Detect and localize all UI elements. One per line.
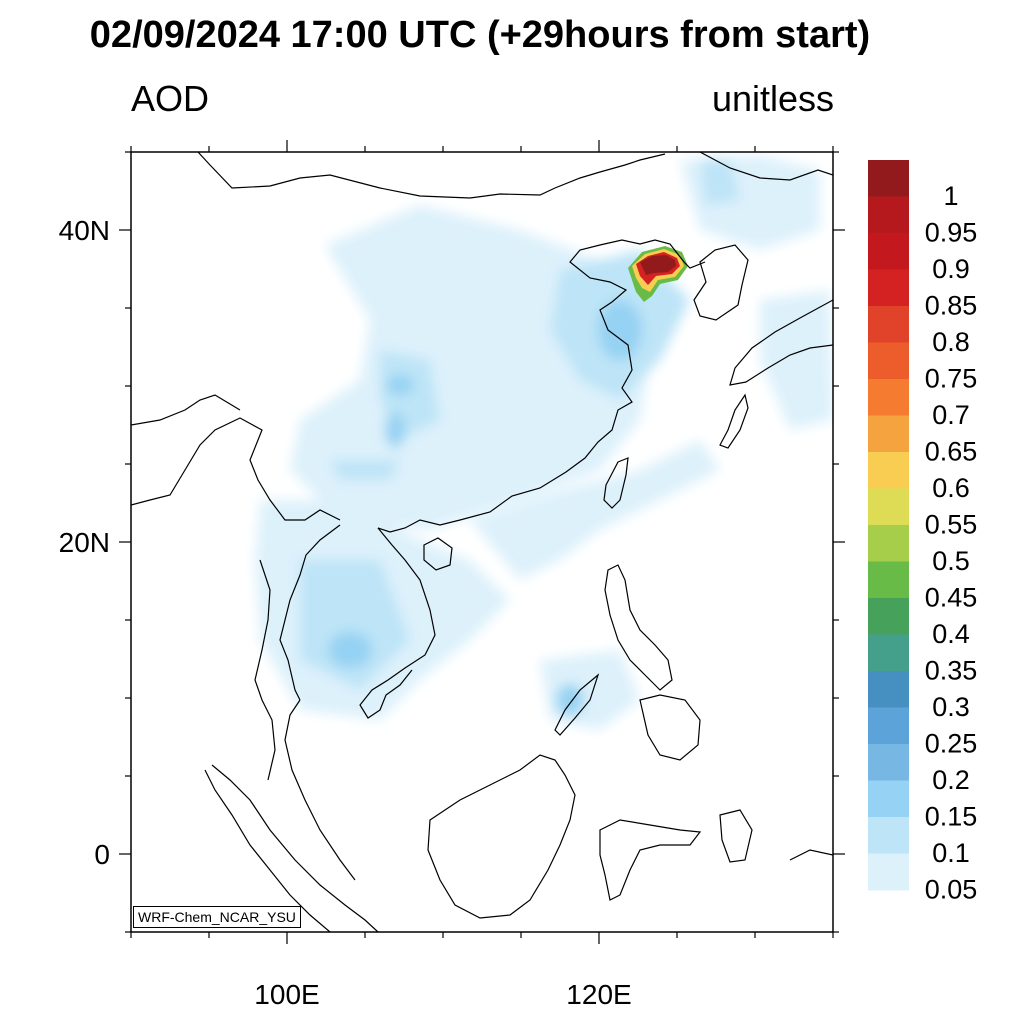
aod-field — [131, 152, 833, 932]
colorbar-label: 0.95 — [925, 218, 978, 248]
colorbar-swatch — [868, 780, 909, 818]
axis-ticks — [119, 140, 845, 944]
colorbar-label: 0.4 — [932, 619, 970, 649]
colorbar-swatch — [868, 744, 909, 781]
lon-label-100e: 100E — [254, 979, 319, 1010]
variable-name: AOD — [131, 78, 210, 119]
colorbar-swatch — [868, 561, 909, 599]
colorbar-label: 0.65 — [925, 437, 978, 467]
colorbar-swatch — [868, 525, 909, 562]
colorbar-swatch — [868, 853, 909, 891]
colorbar-swatch — [868, 817, 909, 854]
colorbar-swatch — [868, 707, 909, 745]
colorbar-swatch — [868, 160, 909, 197]
lat-label-0: 0 — [94, 839, 110, 870]
colorbar-label: 0.05 — [925, 875, 978, 905]
units-label: unitless — [711, 78, 834, 119]
colorbar-swatch — [868, 306, 909, 343]
lat-label-40n: 40N — [59, 215, 110, 246]
colorbar-swatch — [868, 379, 909, 416]
colorbar-label: 1 — [943, 181, 958, 211]
colorbar-swatch — [868, 269, 909, 307]
lat-label-20n: 20N — [59, 527, 110, 558]
colorbar-label: 0.25 — [925, 729, 978, 759]
colorbar-swatch — [868, 671, 909, 708]
colorbar-swatch — [868, 488, 909, 526]
colorbar-label: 0.3 — [932, 692, 970, 722]
model-label: WRF-Chem_NCAR_YSU — [133, 906, 301, 928]
map-title: 02/09/2024 17:00 UTC (+29hours from star… — [89, 14, 871, 56]
colorbar-label: 0.5 — [932, 546, 970, 576]
colorbar-label: 0.1 — [932, 838, 970, 868]
colorbar-label: 0.8 — [932, 327, 970, 357]
colorbar-swatch — [868, 634, 909, 672]
coastlines — [131, 152, 833, 932]
colorbar-label: 0.2 — [932, 765, 970, 795]
colorbar-swatch — [868, 196, 909, 234]
colorbar-label: 0.55 — [925, 510, 978, 540]
colorbar-swatch — [868, 342, 909, 380]
colorbar-label: 0.7 — [932, 400, 970, 430]
colorbar-swatch — [868, 598, 909, 635]
colorbar-swatch — [868, 415, 909, 453]
colorbar-label: 0.15 — [925, 802, 978, 832]
colorbar-label: 0.85 — [925, 291, 978, 321]
lon-label-120e: 120E — [566, 979, 631, 1010]
colorbar-label: 0.6 — [932, 473, 970, 503]
colorbar-swatch — [868, 452, 909, 489]
colorbar-label: 0.9 — [932, 254, 970, 284]
colorbar-label: 0.35 — [925, 656, 978, 686]
colorbar-label: 0.75 — [925, 364, 978, 394]
colorbar-swatch — [868, 233, 909, 270]
colorbar-label: 0.45 — [925, 583, 978, 613]
colorbar: 1 0.95 0.9 0.85 0.8 0.75 0.7 0.65 0.6 0.55 0.5 0.45… — [868, 160, 977, 905]
